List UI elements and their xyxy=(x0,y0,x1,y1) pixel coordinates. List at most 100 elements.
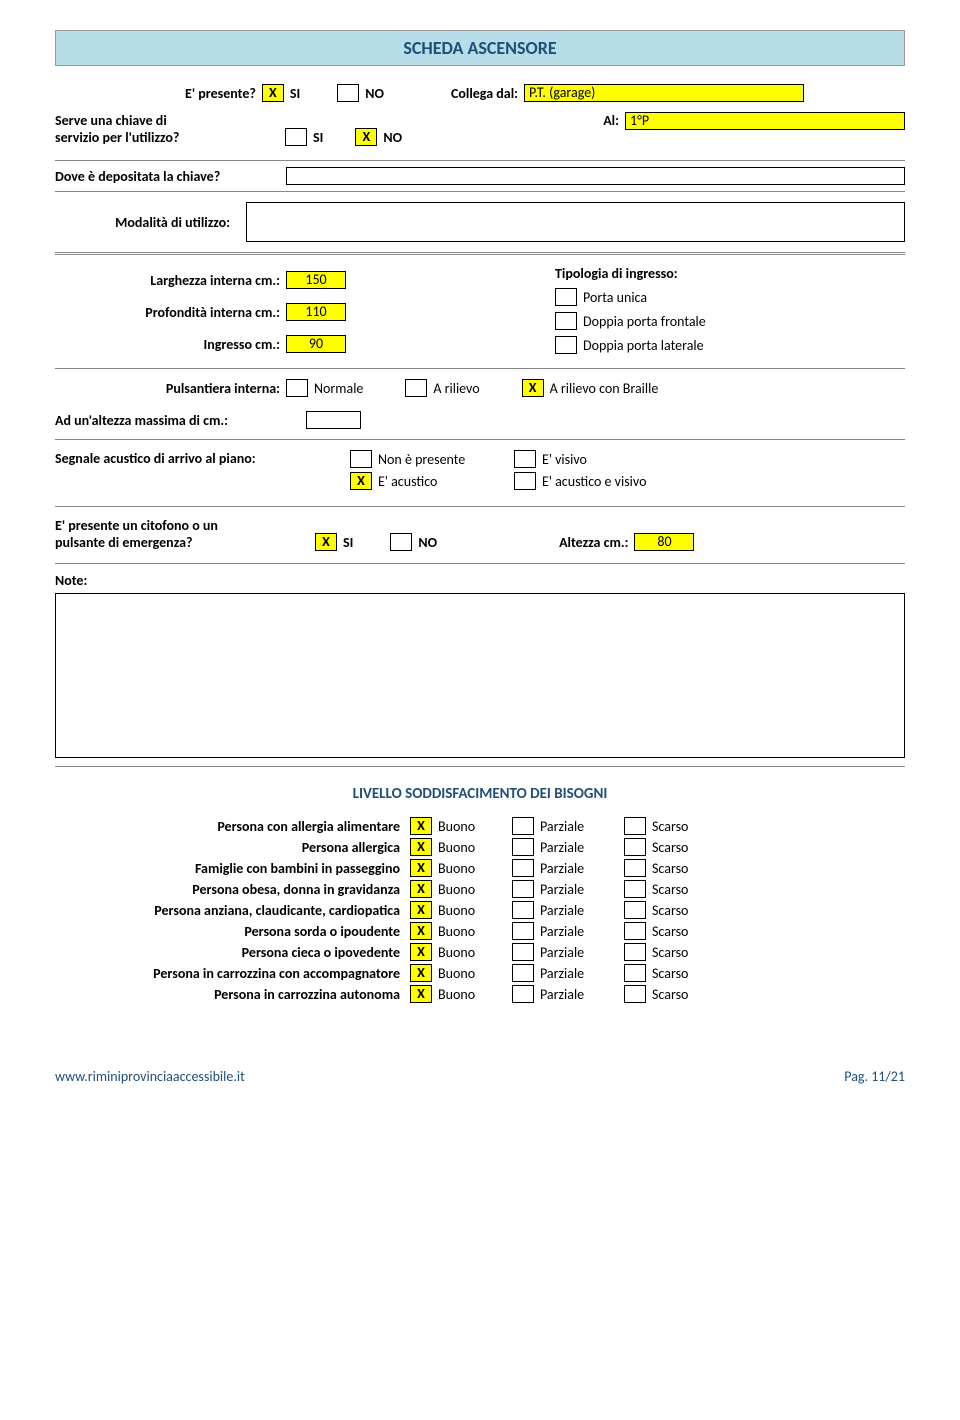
tip-opt3-check[interactable] xyxy=(555,336,577,354)
label-parziale: Parziale xyxy=(534,818,624,835)
cit-si-check[interactable]: X xyxy=(315,533,337,551)
buono-check[interactable]: X xyxy=(410,817,432,835)
table-row: Famiglie con bambini in passegginoXBuono… xyxy=(55,859,905,877)
parziale-check[interactable] xyxy=(512,817,534,835)
label-cit-si: SI xyxy=(343,534,353,551)
presente-si-check[interactable]: X xyxy=(262,84,284,102)
label-parziale: Parziale xyxy=(534,839,624,856)
segn-o2-check[interactable]: X xyxy=(350,472,372,490)
prof-input[interactable]: 110 xyxy=(286,303,346,321)
scarso-check[interactable] xyxy=(624,964,646,982)
label-larg: Larghezza interna cm.: xyxy=(55,272,280,289)
scarso-check[interactable] xyxy=(624,922,646,940)
notes-input[interactable] xyxy=(55,593,905,758)
label-altezza-max: Ad un'altezza massima di cm.: xyxy=(55,412,300,429)
label-opt2: Doppia porta frontale xyxy=(583,313,706,330)
buono-check[interactable]: X xyxy=(410,901,432,919)
segn-o3-check[interactable] xyxy=(514,450,536,468)
label-no: NO xyxy=(365,85,384,102)
label-collega: Collega dal: xyxy=(451,85,518,102)
collega-input[interactable]: P.T. (garage) xyxy=(524,84,804,102)
label-segn-o3: E' visivo xyxy=(542,451,587,468)
tip-opt2-check[interactable] xyxy=(555,312,577,330)
label-cit-alt: Altezza cm.: xyxy=(559,534,628,551)
parziale-check[interactable] xyxy=(512,901,534,919)
chiave-no-check[interactable]: X xyxy=(355,128,377,146)
label-modalita: Modalità di utilizzo: xyxy=(55,214,240,231)
scarso-check[interactable] xyxy=(624,901,646,919)
depositata-input[interactable] xyxy=(286,167,905,185)
tip-opt1-check[interactable] xyxy=(555,288,577,306)
label-buono: Buono xyxy=(432,986,512,1003)
buono-check[interactable]: X xyxy=(410,880,432,898)
row-label: Persona cieca o ipovedente xyxy=(55,944,410,961)
cit-alt-input[interactable]: 80 xyxy=(634,533,694,551)
label-parziale: Parziale xyxy=(534,923,624,940)
parziale-check[interactable] xyxy=(512,964,534,982)
label-buono: Buono xyxy=(432,839,512,856)
puls-o3-check[interactable]: X xyxy=(522,379,544,397)
puls-o2-check[interactable] xyxy=(405,379,427,397)
scarso-check[interactable] xyxy=(624,838,646,856)
footer-page: Pag. 11/21 xyxy=(844,1068,905,1085)
table-row: Persona obesa, donna in gravidanzaXBuono… xyxy=(55,880,905,898)
chiave-si-check[interactable] xyxy=(285,128,307,146)
label-chiave1: Serve una chiave di xyxy=(55,112,285,129)
row-label: Persona con allergia alimentare xyxy=(55,818,410,835)
label-buono: Buono xyxy=(432,818,512,835)
label-opt3: Doppia porta laterale xyxy=(583,337,704,354)
parziale-check[interactable] xyxy=(512,943,534,961)
table-row: Persona cieca o ipovedenteXBuonoParziale… xyxy=(55,943,905,961)
label-scarso: Scarso xyxy=(646,818,688,835)
scarso-check[interactable] xyxy=(624,859,646,877)
row-label: Persona sorda o ipoudente xyxy=(55,923,410,940)
scarso-check[interactable] xyxy=(624,943,646,961)
parziale-check[interactable] xyxy=(512,838,534,856)
buono-check[interactable]: X xyxy=(410,922,432,940)
segn-o1-check[interactable] xyxy=(350,450,372,468)
parziale-check[interactable] xyxy=(512,880,534,898)
label-buono: Buono xyxy=(432,881,512,898)
buono-check[interactable]: X xyxy=(410,943,432,961)
parziale-check[interactable] xyxy=(512,859,534,877)
scarso-check[interactable] xyxy=(624,817,646,835)
parziale-check[interactable] xyxy=(512,985,534,1003)
label-segn-o1: Non è presente xyxy=(378,451,508,468)
segn-o4-check[interactable] xyxy=(514,472,536,490)
table-row: Persona sorda o ipoudenteXBuonoParzialeS… xyxy=(55,922,905,940)
label-puls-o1: Normale xyxy=(314,380,363,397)
larg-input[interactable]: 150 xyxy=(286,271,346,289)
cit-no-check[interactable] xyxy=(390,533,412,551)
table-row: Persona in carrozzina autonomaXBuonoParz… xyxy=(55,985,905,1003)
buono-check[interactable]: X xyxy=(410,838,432,856)
label-parziale: Parziale xyxy=(534,986,624,1003)
scarso-check[interactable] xyxy=(624,880,646,898)
label-segnale: Segnale acustico di arrivo al piano: xyxy=(55,450,350,496)
label-no2: NO xyxy=(383,129,402,146)
buono-check[interactable]: X xyxy=(410,859,432,877)
label-si: SI xyxy=(290,85,300,102)
label-parziale: Parziale xyxy=(534,902,624,919)
puls-o1-check[interactable] xyxy=(286,379,308,397)
presente-no-check[interactable] xyxy=(337,84,359,102)
label-segn-o4: E' acustico e visivo xyxy=(542,473,646,490)
row-label: Famiglie con bambini in passeggino xyxy=(55,860,410,877)
modalita-input[interactable] xyxy=(246,202,905,242)
label-chiave2: servizio per l'utilizzo? xyxy=(55,129,285,146)
label-presente: E' presente? xyxy=(185,85,256,102)
altezza-max-input[interactable] xyxy=(306,411,361,429)
scarso-check[interactable] xyxy=(624,985,646,1003)
buono-check[interactable]: X xyxy=(410,964,432,982)
label-cit1: E' presente un citofono o un xyxy=(55,517,315,534)
label-scarso: Scarso xyxy=(646,860,688,877)
parziale-check[interactable] xyxy=(512,922,534,940)
label-puls: Pulsantiera interna: xyxy=(55,380,280,397)
al-input[interactable]: 1°P xyxy=(625,112,905,130)
label-segn-o2: E' acustico xyxy=(378,473,508,490)
label-parziale: Parziale xyxy=(534,881,624,898)
label-depositata: Dove è depositata la chiave? xyxy=(55,168,280,185)
label-notes: Note: xyxy=(55,572,905,589)
label-buono: Buono xyxy=(432,902,512,919)
ingr-input[interactable]: 90 xyxy=(286,335,346,353)
buono-check[interactable]: X xyxy=(410,985,432,1003)
